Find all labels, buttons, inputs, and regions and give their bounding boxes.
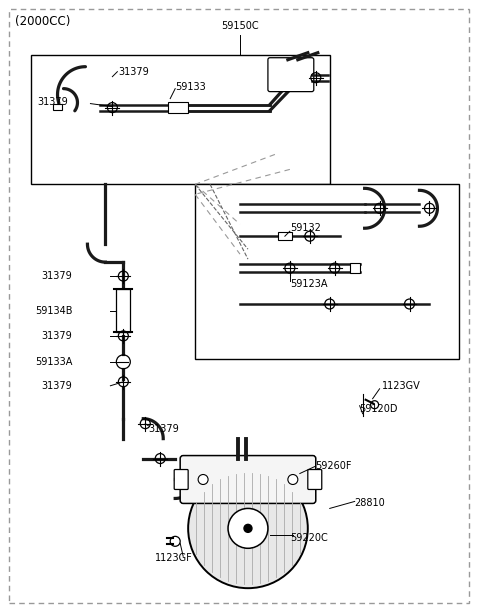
- Text: 31379: 31379: [42, 381, 72, 391]
- Circle shape: [228, 508, 268, 548]
- FancyBboxPatch shape: [308, 470, 322, 489]
- Text: 1123GV: 1123GV: [382, 381, 420, 391]
- Text: 59260F: 59260F: [315, 460, 351, 470]
- FancyBboxPatch shape: [180, 456, 316, 503]
- Bar: [53, 104, 62, 109]
- Bar: [278, 232, 292, 240]
- Bar: [116, 289, 130, 332]
- Text: 31379: 31379: [119, 67, 149, 77]
- Text: 59220C: 59220C: [290, 534, 328, 543]
- Text: 59132: 59132: [290, 223, 321, 233]
- Text: 59150C: 59150C: [221, 21, 259, 31]
- Circle shape: [188, 468, 308, 588]
- Text: 31379: 31379: [148, 424, 179, 433]
- Text: (2000CC): (2000CC): [15, 15, 70, 28]
- Text: 28810: 28810: [355, 499, 385, 508]
- Circle shape: [288, 475, 298, 484]
- Circle shape: [198, 475, 208, 484]
- Text: 59123A: 59123A: [290, 279, 327, 289]
- Circle shape: [244, 524, 252, 532]
- Text: 59133: 59133: [175, 82, 206, 91]
- Bar: [195, 184, 459, 359]
- Text: 31379: 31379: [42, 271, 72, 281]
- Bar: [168, 101, 188, 112]
- FancyBboxPatch shape: [174, 470, 188, 489]
- Text: 59120D: 59120D: [360, 403, 398, 414]
- Text: 59134B: 59134B: [35, 306, 72, 316]
- Bar: [350, 263, 360, 273]
- Bar: [31, 55, 330, 184]
- Text: 59133A: 59133A: [35, 357, 72, 367]
- Text: 31379: 31379: [38, 96, 69, 107]
- Text: 31379: 31379: [42, 331, 72, 341]
- FancyBboxPatch shape: [268, 58, 314, 91]
- Text: 1123GF: 1123GF: [155, 553, 193, 563]
